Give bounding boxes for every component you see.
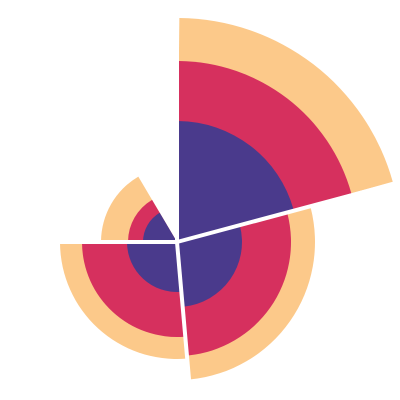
- sector-2-inner-wedge: [177, 225, 243, 307]
- sector-3-inner-wedge: [127, 242, 181, 292]
- sector-4-inner-wedge: [143, 212, 177, 242]
- sector-4: [101, 176, 177, 242]
- sector-separator: [176, 181, 396, 244]
- sector-1: [177, 18, 393, 243]
- sector-1-inner-wedge: [177, 121, 294, 242]
- sector-2: [177, 207, 315, 380]
- sector-separator: [175, 241, 192, 382]
- sector-3: [60, 242, 186, 360]
